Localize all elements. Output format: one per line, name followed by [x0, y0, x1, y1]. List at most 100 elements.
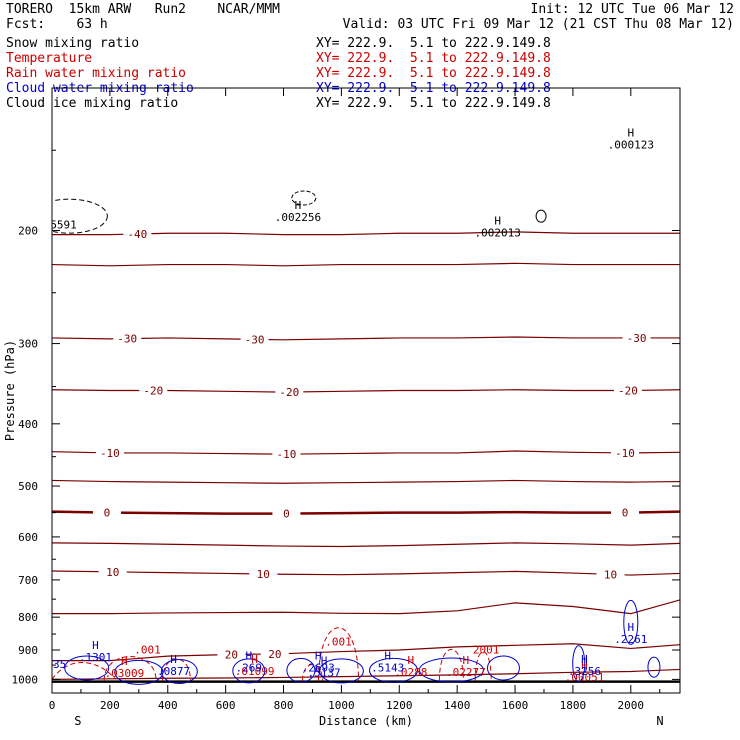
isotherm-line [52, 599, 680, 615]
rain-max-value: .03009 [104, 667, 144, 680]
y-tick-label: 700 [18, 574, 38, 587]
cloud-water-max-value: .1301 [79, 651, 112, 664]
isotherm-label: -10 [276, 448, 296, 461]
isotherm-label: -20 [279, 386, 299, 399]
snow-contour [52, 198, 108, 234]
x-tick-label: 1200 [386, 699, 413, 712]
cloud-water-contour [572, 645, 586, 683]
y-tick-label: 1000 [12, 673, 39, 686]
isotherm-label: 10 [604, 568, 617, 581]
x-tick-label: 1800 [560, 699, 587, 712]
cloud-water-contour [160, 658, 198, 684]
legend-rain-label: Rain water mixing ratio [6, 66, 187, 81]
legend-rain-xy: XY= 222.9. 5.1 to 222.9.149.8 [316, 66, 551, 81]
cloud-water-max-value: .269 [236, 661, 263, 674]
isotherm-line [52, 570, 680, 576]
rain-contour [318, 627, 360, 681]
snow-contour [291, 190, 317, 206]
x-tick-label: 0 [49, 699, 56, 712]
rain-max-marker: H [408, 654, 415, 667]
isotherm-label-bg [95, 446, 124, 459]
cloud-water-contour [418, 657, 484, 683]
rain-contour [474, 651, 492, 681]
cloud-water-max-marker: H [627, 621, 634, 634]
legend-snow-label: Snow mixing ratio [6, 36, 140, 51]
isotherm-label: -30 [117, 333, 137, 346]
y-tick-label: 800 [18, 611, 38, 624]
rain-contour [161, 658, 191, 681]
cloud-water-contour [64, 655, 110, 681]
isotherm-line [52, 231, 680, 236]
x-tick-label: 600 [216, 699, 236, 712]
isotherm-label-bg [98, 565, 127, 578]
cloud-water-max-value: .5137 [307, 666, 340, 679]
snow-max-marker: H [627, 126, 634, 139]
isotherm-label: -40 [127, 228, 147, 241]
isotherm-label: 0 [622, 507, 629, 520]
valid-time: Valid: 03 UTC Fri 09 Mar 12 (21 CST Thu … [342, 17, 734, 32]
x-tick-label: 1400 [444, 699, 471, 712]
rain-max-value: .01099 [235, 665, 275, 678]
rain-max-value: .0288 [394, 666, 427, 679]
cloud-water-max-marker: H [245, 649, 252, 662]
x-end-label-north: N [656, 714, 663, 728]
rain-max-marker: H [121, 655, 128, 668]
snow-max-value: .002256 [275, 211, 321, 224]
cloud-water-max-marker: H [92, 639, 99, 652]
rain-max-value: 2001 [473, 644, 500, 657]
isotherm-label: -30 [627, 332, 647, 345]
x-tick-label: 2000 [618, 699, 645, 712]
cloud-water-max-value: 135 [46, 658, 66, 671]
y-tick-label: 900 [18, 644, 38, 657]
legend-cloud-ice-label: Cloud ice mixing ratio [6, 96, 179, 111]
isotherm-label-bg [611, 506, 640, 519]
cloud-water-max-marker: H [170, 653, 177, 666]
cloud-water-max-marker: H [384, 649, 391, 662]
isotherm-label: -20 [618, 385, 638, 398]
isotherm-label-bg [123, 227, 152, 240]
legend-temperature-xy: XY= 222.9. 5.1 to 222.9.149.8 [316, 51, 551, 66]
rain-max-value: .001 [325, 636, 352, 649]
isotherm-label: 10 [106, 566, 119, 579]
isotherm-label: -10 [615, 447, 635, 460]
rain-max-marker: H [463, 654, 470, 667]
x-tick-label: 400 [158, 699, 178, 712]
isotherm-label: 20 [268, 648, 281, 661]
cloud-water-contour [486, 655, 520, 681]
cloud-water-contour [368, 657, 418, 683]
cloud-water-max-value: .0877 [157, 665, 190, 678]
cloud-water-max-value: .3256 [568, 665, 601, 678]
y-tick-label: 500 [18, 480, 38, 493]
rain-max-value: .001 [134, 644, 161, 657]
rain-max-marker: H [581, 659, 588, 672]
x-axis-label: Distance (km) [319, 714, 413, 728]
cloud-water-max-value: .5143 [371, 661, 404, 674]
isotherm-line [52, 668, 680, 680]
isotherm-label-bg [272, 507, 301, 520]
isotherm-label: 10 [257, 568, 270, 581]
isotherm-label-bg [249, 567, 278, 580]
legend-snow-xy: XY= 222.9. 5.1 to 222.9.149.8 [316, 36, 551, 51]
x-end-label-south: S [74, 714, 81, 728]
x-tick-label: 200 [100, 699, 120, 712]
cloud-water-contour [647, 656, 661, 678]
snow-max-marker: H [295, 199, 302, 212]
isotherm-label-bg [622, 331, 651, 344]
isotherm-line [52, 262, 680, 267]
plot-frame [51, 87, 681, 694]
isotherm-label: -20 [143, 385, 163, 398]
isotherm-line [52, 643, 680, 662]
x-tick-label: 1000 [328, 699, 355, 712]
isotherm-label-bg [113, 332, 142, 345]
x-tick-label: 800 [274, 699, 294, 712]
isotherm-label-bg [272, 448, 301, 461]
isotherm-label-bg [92, 506, 121, 519]
isotherm-label-bg [275, 386, 304, 399]
isotherm-label: 0 [283, 508, 290, 521]
isotherm-label: 20 [225, 649, 238, 662]
init-time: Init: 12 UTC Tue 06 Mar 12 [530, 2, 735, 17]
cloud-water-contour [318, 658, 364, 684]
legend-temperature-label: Temperature [6, 51, 93, 66]
snow-max-marker: H [494, 215, 501, 228]
